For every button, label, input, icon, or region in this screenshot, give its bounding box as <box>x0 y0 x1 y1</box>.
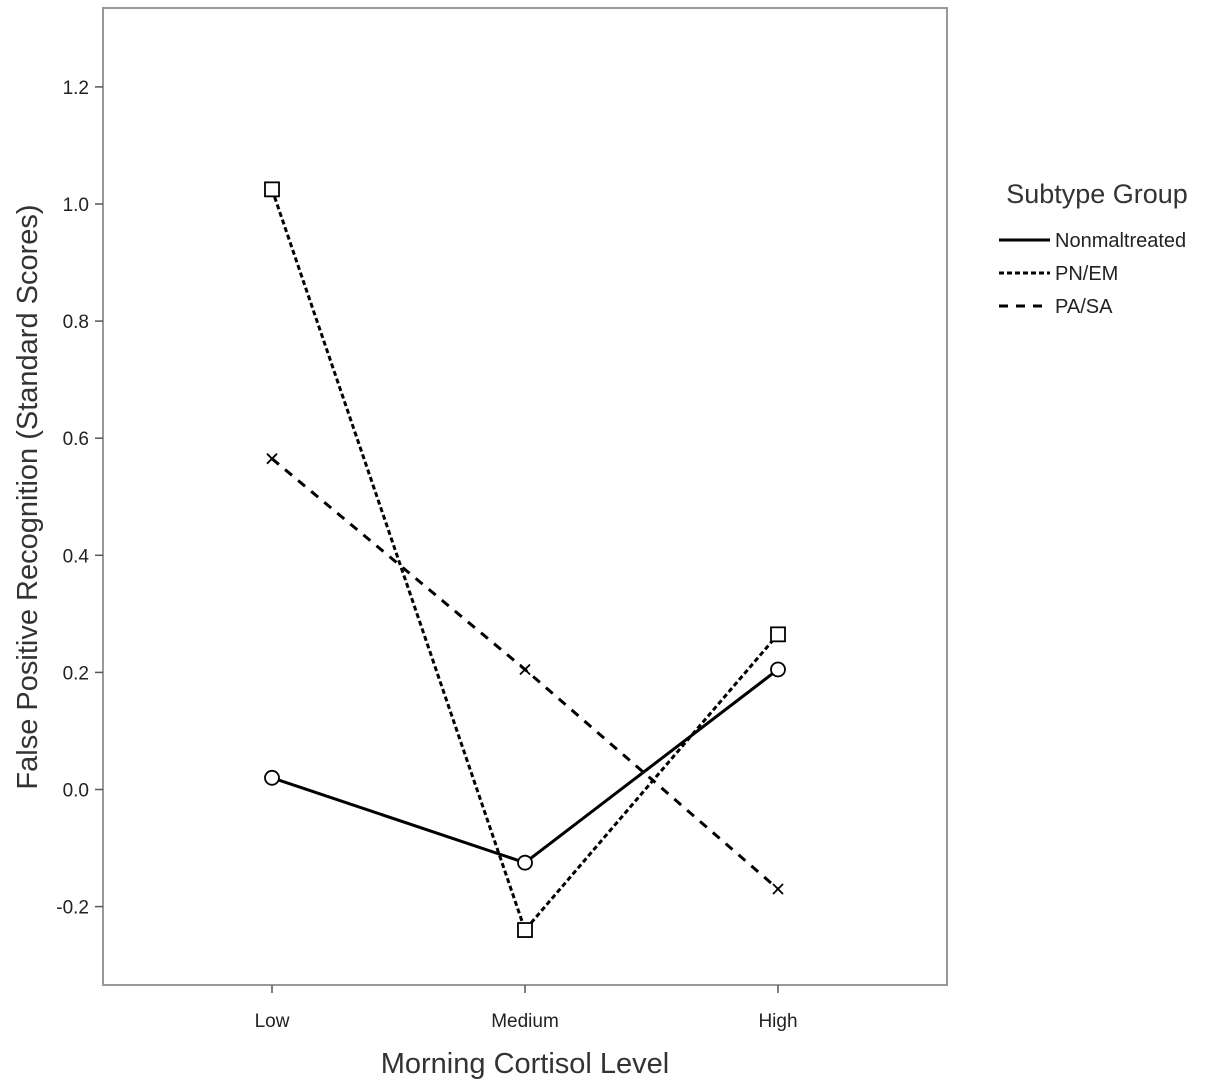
data-point-pa-sa <box>772 883 784 895</box>
y-tick-label: 1.2 <box>63 78 89 99</box>
y-tick-label: 0.8 <box>63 312 89 333</box>
legend: Subtype Group Nonmaltreated PN/EM PA/SA <box>999 179 1188 318</box>
legend-item-nonmaltreated: Nonmaltreated <box>999 230 1186 252</box>
legend-label: PA/SA <box>1055 296 1113 318</box>
data-point-nonmaltreated <box>517 854 533 871</box>
series-line-pn-em <box>270 188 780 933</box>
data-point-nonmaltreated <box>770 661 786 678</box>
data-point-pa-sa <box>519 663 531 676</box>
x-tick-label: Low <box>255 1011 290 1032</box>
y-tick-label: 1.0 <box>63 195 89 216</box>
y-tick-label: 0.0 <box>63 781 89 802</box>
series-pn-em <box>264 181 786 938</box>
x-axis-title: Morning Cortisol Level <box>381 1048 670 1080</box>
data-point-nonmaltreated <box>264 769 280 786</box>
y-tick-label: 0.4 <box>63 546 90 567</box>
series-pa-sa <box>266 453 784 895</box>
x-axis: Low Medium High <box>255 985 798 1032</box>
legend-title: Subtype Group <box>1006 179 1188 209</box>
x-tick-label: Medium <box>491 1011 559 1032</box>
legend-label: PN/EM <box>1055 263 1118 285</box>
data-point-pa-sa <box>266 453 278 465</box>
data-point-pn-em <box>517 922 533 938</box>
legend-item-pa-sa: PA/SA <box>999 296 1113 318</box>
x-tick-label: High <box>758 1011 797 1032</box>
data-point-pn-em <box>264 181 280 198</box>
data-point-pn-em <box>770 626 786 643</box>
legend-label: Nonmaltreated <box>1055 230 1186 252</box>
plot-frame <box>102 7 948 986</box>
y-tick-label: 0.2 <box>63 663 89 684</box>
series-layer <box>264 181 786 938</box>
y-axis-title: False Positive Recognition (Standard Sco… <box>12 204 44 789</box>
y-axis: -0.2 0.0 0.2 0.4 0.6 0.8 1.0 1.2 <box>56 78 103 919</box>
y-tick-label: -0.2 <box>56 898 89 919</box>
legend-item-pn-em: PN/EM <box>999 263 1118 285</box>
y-tick-label: 0.6 <box>63 429 89 450</box>
